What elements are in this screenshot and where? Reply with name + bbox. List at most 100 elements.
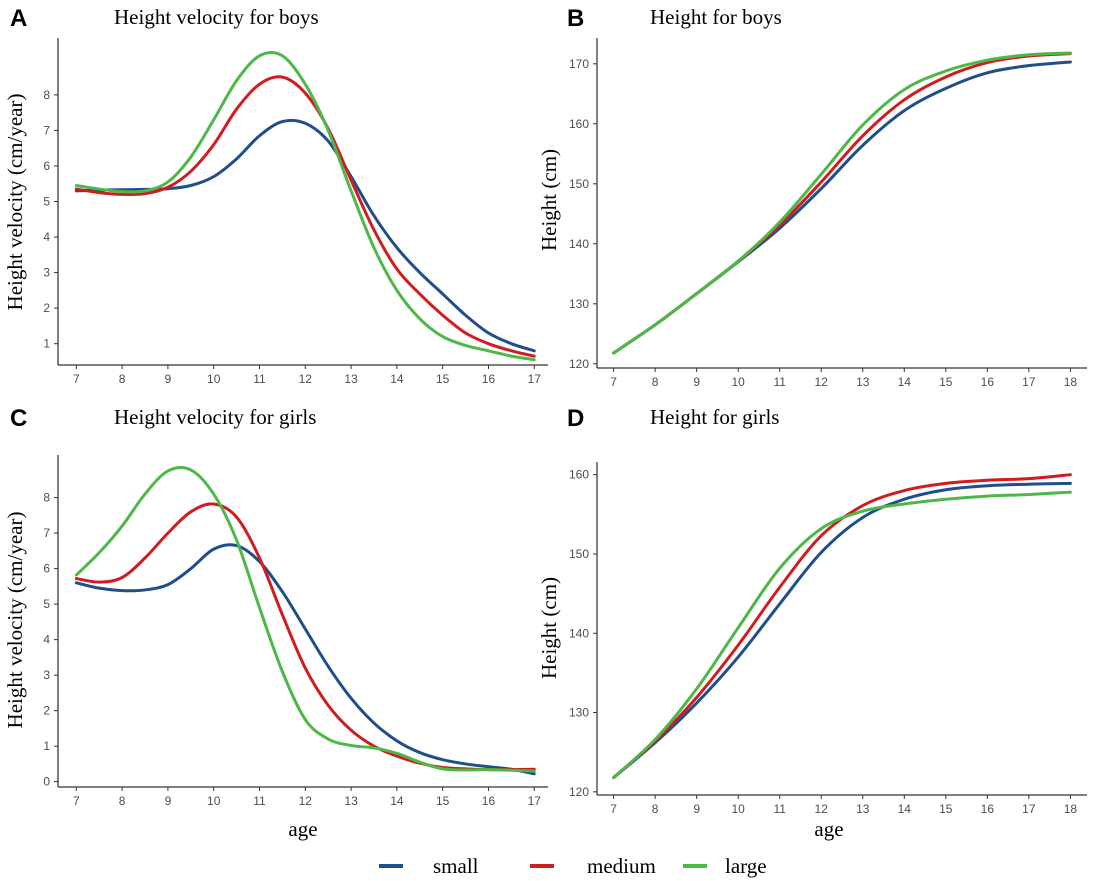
panel-a-series — [74, 50, 536, 362]
panel-b-ytick-label: 130 — [569, 297, 589, 311]
panel-letter-b: B — [567, 5, 584, 32]
panel-c-ytick-label: 7 — [43, 526, 50, 540]
panel-d-xtick-label: 8 — [652, 802, 659, 816]
panel-a-ytick-label: 3 — [43, 266, 50, 280]
panel-c-height-velocity-girls: C Height velocity for girls Height veloc… — [3, 405, 548, 841]
panel-d-xtick-label: 18 — [1064, 802, 1078, 816]
legend-label-small: small — [433, 854, 479, 878]
panel-a-line-small — [74, 118, 536, 353]
panel-b-line-medium — [612, 52, 1072, 355]
legend-label-medium: medium — [587, 854, 656, 878]
panel-c-y-ticks: 0 1 2 3 4 5 6 7 8 — [43, 491, 58, 789]
panel-b-ytick-label: 170 — [569, 57, 589, 71]
panel-d-xtick-label: 11 — [773, 802, 786, 816]
panel-c-ytick-label: 3 — [43, 668, 50, 682]
legend: small medium large — [379, 854, 767, 878]
panel-b-ytick-label: 150 — [569, 177, 589, 191]
panel-c-xtick-label: 17 — [528, 794, 542, 808]
panel-d-xtick-label: 7 — [610, 802, 617, 816]
panel-b-xtick-label: 15 — [939, 375, 953, 389]
panel-a-xtick-label: 16 — [482, 372, 496, 386]
panel-a-title: Height velocity for boys — [114, 5, 319, 29]
panel-c-ytick-label: 8 — [43, 491, 50, 505]
panel-d-series — [612, 473, 1072, 780]
panel-a-x-ticks: 7 8 9 10 11 12 13 14 15 16 17 — [73, 365, 541, 386]
panel-a-xtick-label: 17 — [528, 372, 542, 386]
panel-d-ytick-label: 140 — [569, 626, 589, 640]
panel-b-xtick-label: 8 — [652, 375, 659, 389]
panel-d-x-ticks: 7 8 9 10 11 12 13 14 15 16 17 18 — [610, 795, 1077, 816]
panel-c-ytick-label: 6 — [43, 562, 50, 576]
panel-d-line-small — [612, 481, 1072, 780]
panel-c-ytick-label: 0 — [43, 775, 50, 789]
panel-c-ytick-label: 5 — [43, 597, 50, 611]
panel-d-line-medium — [612, 473, 1072, 780]
panel-c-title: Height velocity for girls — [114, 405, 316, 429]
panel-b-xtick-label: 10 — [732, 375, 746, 389]
panel-a-xtick-label: 13 — [344, 372, 358, 386]
panel-b-ytick-label: 140 — [569, 237, 589, 251]
panel-b-title: Height for boys — [650, 5, 782, 29]
panel-b-ylabel: Height (cm) — [537, 149, 561, 251]
panel-a-xtick-label: 9 — [165, 372, 172, 386]
panel-c-xtick-label: 10 — [207, 794, 221, 808]
panel-c-line-large — [74, 465, 536, 773]
panel-b-xtick-label: 18 — [1064, 375, 1078, 389]
panel-b-line-large — [612, 51, 1072, 355]
panel-c-ytick-label: 4 — [43, 633, 50, 647]
panel-b-height-boys: B Height for boys Height (cm) 1201301401… — [537, 5, 1087, 389]
panel-a-ytick-label: 1 — [43, 337, 50, 351]
panel-a-xtick-label: 8 — [119, 372, 126, 386]
panel-b-xtick-label: 7 — [610, 375, 617, 389]
panel-a-xtick-label: 10 — [207, 372, 221, 386]
panel-d-y-ticks: 120 130 140 150 160 — [569, 468, 597, 799]
panel-a-xtick-label: 11 — [253, 372, 266, 386]
panel-b-y-ticks: 120 130 140 150 160 170 — [569, 57, 597, 371]
panel-d-title: Height for girls — [650, 405, 779, 429]
panel-a-ytick-label: 2 — [43, 301, 50, 315]
panel-d-xtick-label: 12 — [815, 802, 829, 816]
panel-letter-a: A — [10, 5, 27, 32]
panel-c-ytick-label: 2 — [43, 704, 50, 718]
panel-b-xtick-label: 16 — [981, 375, 995, 389]
panel-b-xtick-label: 13 — [856, 375, 870, 389]
panel-a-ytick-label: 6 — [43, 159, 50, 173]
panel-a-ytick-label: 4 — [43, 230, 50, 244]
panel-c-series — [74, 465, 536, 776]
panel-d-ytick-label: 150 — [569, 547, 589, 561]
panel-c-xtick-label: 15 — [436, 794, 450, 808]
panel-a-height-velocity-boys: A Height velocity for boys Height veloci… — [3, 5, 548, 386]
panel-c-xtick-label: 14 — [390, 794, 404, 808]
panel-d-xtick-label: 9 — [693, 802, 700, 816]
panel-b-xtick-label: 12 — [815, 375, 829, 389]
panel-a-ytick-label: 7 — [43, 123, 50, 137]
panel-d-xtick-label: 15 — [939, 802, 953, 816]
panel-c-ylabel: Height velocity (cm/year) — [3, 512, 27, 729]
panel-d-xtick-label: 10 — [732, 802, 746, 816]
panel-c-xtick-label: 9 — [165, 794, 172, 808]
panel-b-series — [612, 51, 1072, 355]
panel-letter-c: C — [10, 405, 27, 432]
panel-d-xtick-label: 16 — [981, 802, 995, 816]
panel-c-xtick-label: 11 — [253, 794, 266, 808]
panel-d-xtick-label: 13 — [856, 802, 870, 816]
panel-a-xtick-label: 14 — [390, 372, 404, 386]
panel-c-xtick-label: 8 — [119, 794, 126, 808]
panel-c-xtick-label: 12 — [299, 794, 313, 808]
panel-d-ylabel: Height (cm) — [537, 577, 561, 679]
panel-d-xlabel: age — [814, 817, 843, 841]
panel-b-ytick-label: 120 — [569, 357, 589, 371]
panel-a-xtick-label: 7 — [73, 372, 80, 386]
panel-a-y-ticks: 1 2 3 4 5 6 7 8 — [43, 88, 58, 351]
panel-a-ytick-label: 5 — [43, 195, 50, 209]
panel-b-ytick-label: 160 — [569, 117, 589, 131]
panel-b-xtick-label: 14 — [898, 375, 912, 389]
panel-a-line-large — [74, 50, 536, 362]
panel-c-line-small — [74, 543, 536, 776]
panel-d-ytick-label: 130 — [569, 706, 589, 720]
panel-c-xtick-label: 13 — [344, 794, 358, 808]
panel-c-line-medium — [74, 502, 536, 772]
panel-b-xtick-label: 11 — [773, 375, 786, 389]
panel-a-line-medium — [74, 75, 536, 358]
